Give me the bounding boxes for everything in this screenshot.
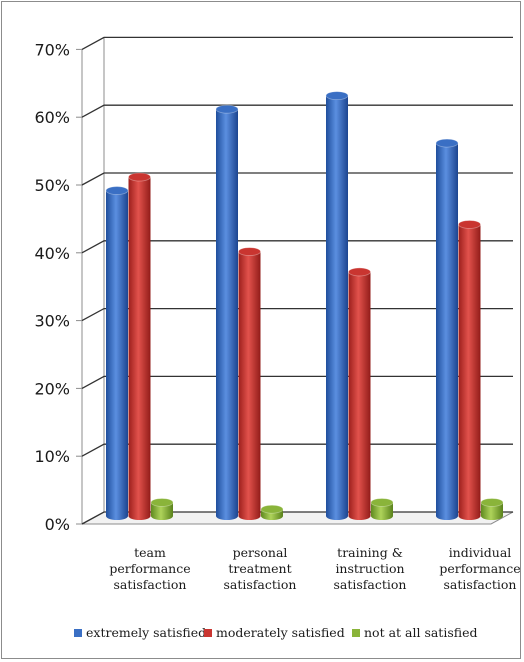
- bar-body: [348, 271, 371, 520]
- bar-body: [481, 502, 503, 520]
- bar-body: [238, 251, 261, 520]
- bar: [435, 138, 459, 520]
- bar-cap: [150, 498, 174, 507]
- gridline: [81, 443, 513, 457]
- bar: [238, 247, 261, 520]
- x-tick-label: performance: [439, 561, 520, 576]
- gridline: [81, 104, 513, 118]
- legend: extremely satisfied moderately satisfied n…: [74, 625, 477, 640]
- bar-body: [151, 502, 173, 520]
- bar-body: [128, 177, 151, 520]
- x-tick-label: training &: [337, 545, 403, 560]
- bar-body: [106, 190, 128, 520]
- legend-label: extremely satisfied: [86, 625, 206, 640]
- bar: [128, 172, 151, 520]
- bar: [105, 186, 129, 520]
- bar-cap: [435, 138, 459, 148]
- y-tick-label: 10%: [34, 447, 70, 466]
- y-axis-ticks: 0% 10% 20% 30% 40% 50% 60% 70%: [34, 40, 70, 534]
- x-tick-label: satisfaction: [334, 577, 407, 592]
- bars: [105, 91, 504, 520]
- y-tick-label: 30%: [34, 312, 70, 331]
- y-tick-label: 20%: [34, 379, 70, 398]
- gridline: [81, 172, 513, 186]
- bar: [215, 104, 239, 520]
- legend-swatch: [204, 629, 212, 637]
- x-tick-label: individual: [449, 545, 512, 560]
- bar: [348, 267, 371, 520]
- bar: [458, 220, 481, 520]
- bar-body: [436, 143, 458, 520]
- bar-cap: [238, 247, 261, 256]
- x-tick-label: team: [134, 545, 166, 560]
- x-tick-label: personal: [233, 545, 288, 560]
- x-tick-label: satisfaction: [114, 577, 187, 592]
- gridline: [81, 307, 513, 322]
- bar-cap: [325, 91, 349, 101]
- gridline: [81, 36, 513, 50]
- y-tick-label: 60%: [34, 108, 70, 127]
- x-tick-label: performance: [109, 561, 190, 576]
- bar: [260, 504, 284, 520]
- bar: [325, 91, 349, 520]
- bar: [150, 498, 174, 520]
- legend-swatch: [74, 629, 82, 637]
- gridline: [81, 240, 513, 254]
- gridline: [81, 375, 513, 389]
- x-tick-label: satisfaction: [444, 577, 517, 592]
- x-tick-label: satisfaction: [224, 577, 297, 592]
- legend-label: not at all satisfied: [364, 625, 477, 640]
- bar-cap: [370, 498, 394, 507]
- bar-cap: [105, 186, 129, 195]
- bar-body: [216, 109, 238, 520]
- bar: [370, 498, 394, 520]
- x-tick-label: instruction: [335, 561, 404, 576]
- bar-cap: [215, 104, 239, 114]
- bar-body: [326, 95, 348, 520]
- bar-cap: [260, 504, 284, 514]
- bar-cap: [128, 172, 151, 182]
- legend-label: moderately satisfied: [216, 625, 345, 640]
- y-tick-label: 0%: [45, 515, 70, 534]
- y-tick-label: 40%: [34, 244, 70, 263]
- bar: [480, 498, 504, 520]
- bar-cap: [348, 267, 371, 277]
- bar-cap: [458, 220, 481, 229]
- y-tick-label: 50%: [34, 176, 70, 195]
- bar-body: [371, 502, 393, 520]
- legend-swatch: [352, 629, 360, 637]
- x-tick-label: treatment: [228, 561, 291, 576]
- y-tick-label: 70%: [34, 40, 70, 59]
- bar-body: [458, 224, 481, 520]
- bar-cap: [480, 498, 504, 507]
- x-axis-ticks: teamperformancesatisfactionpersonaltreat…: [109, 545, 520, 592]
